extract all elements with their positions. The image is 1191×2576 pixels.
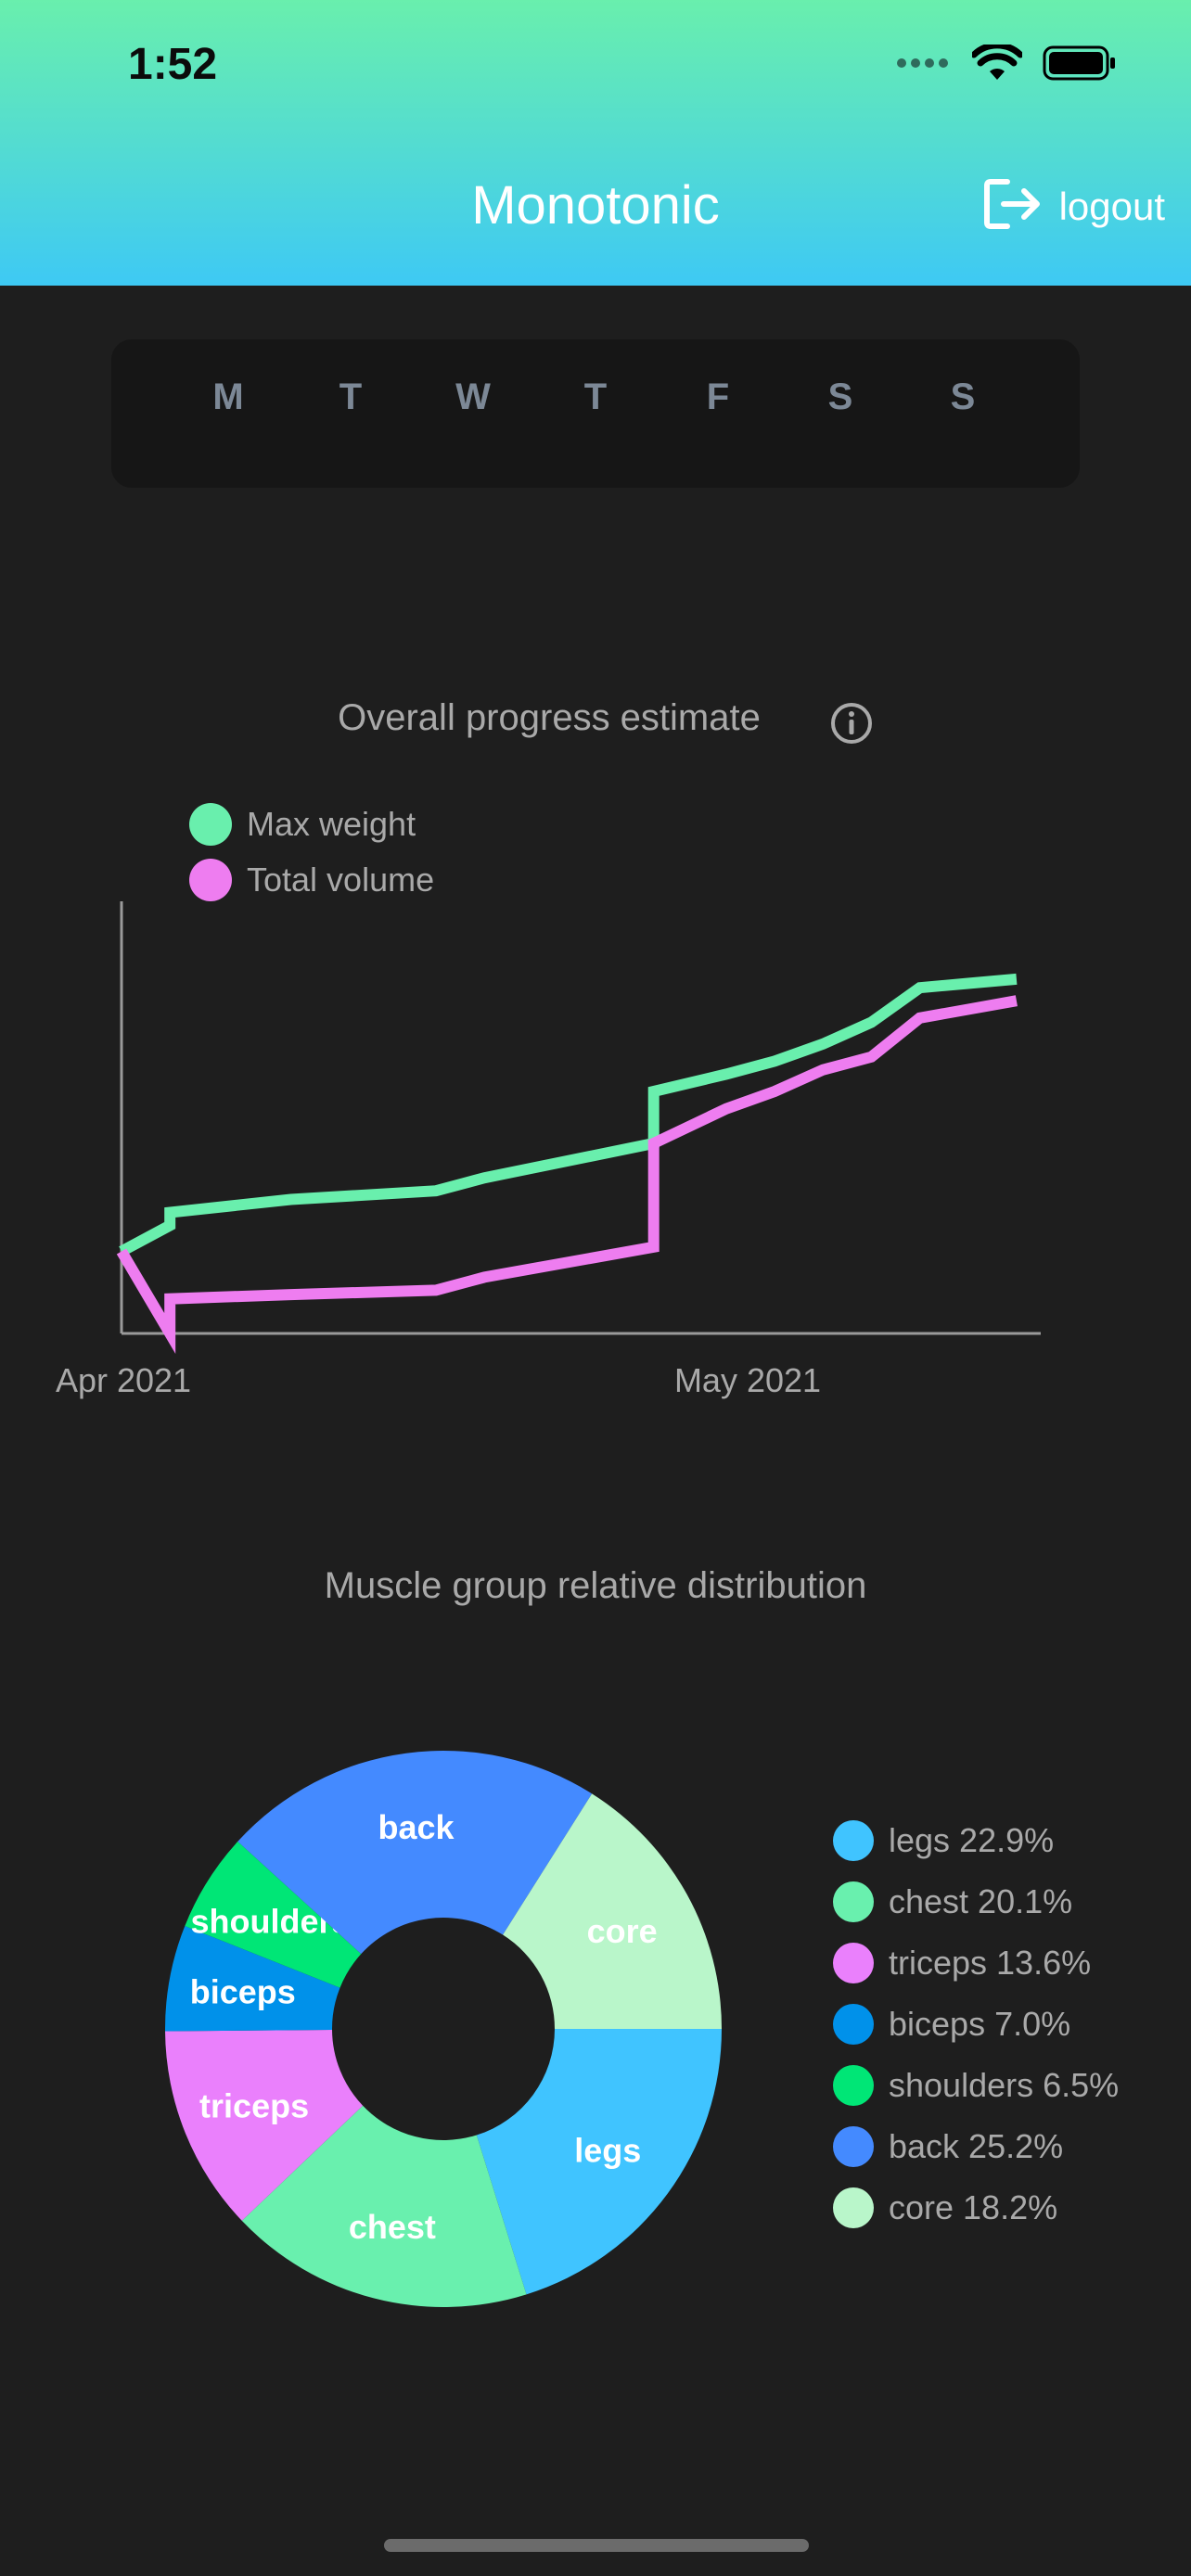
app-title: Monotonic bbox=[471, 175, 720, 236]
pie-label-chest: chest bbox=[349, 2208, 436, 2246]
legend-item-shoulders: shoulders 6.5% bbox=[833, 2055, 1119, 2116]
week-day-strip: M T W T F S S bbox=[111, 339, 1080, 488]
pie-label-legs: legs bbox=[574, 2131, 641, 2169]
legend-dot-back bbox=[833, 2126, 874, 2167]
legend-label-chest: chest 20.1% bbox=[889, 1882, 1073, 1920]
day-monday[interactable]: M bbox=[212, 376, 244, 417]
pie-slice-core bbox=[503, 1793, 722, 2029]
legend-label-total-volume: Total volume bbox=[247, 861, 435, 899]
pie-label-triceps: triceps bbox=[199, 2087, 309, 2125]
legend-item-biceps: biceps 7.0% bbox=[833, 1994, 1119, 2055]
pie-slice-chest bbox=[241, 2105, 527, 2307]
home-indicator bbox=[384, 2539, 809, 2552]
info-icon[interactable] bbox=[829, 701, 874, 750]
day-wednesday[interactable]: W bbox=[455, 376, 491, 417]
legend-item-triceps: triceps 13.6% bbox=[833, 1932, 1119, 1994]
pie-slice-back bbox=[237, 1751, 593, 1955]
legend-label-legs: legs 22.9% bbox=[889, 1821, 1055, 1859]
legend-dot-max-weight bbox=[189, 803, 232, 846]
legend-label-shoulders: shoulders 6.5% bbox=[889, 2066, 1120, 2104]
pie-label-back: back bbox=[378, 1808, 455, 1846]
pie-slice-biceps bbox=[165, 1925, 340, 2032]
pie-label-biceps: biceps bbox=[190, 1972, 296, 2010]
legend-label-max-weight: Max weight bbox=[247, 805, 416, 843]
legend-dot-chest bbox=[833, 1881, 874, 1922]
app-header: 1:52 Monotonic logout bbox=[0, 0, 1191, 286]
muscle-chart-title: Muscle group relative distribution bbox=[324, 1565, 867, 1606]
legend-label-core: core 18.2% bbox=[889, 2188, 1058, 2226]
series-line-total-volume bbox=[116, 995, 1018, 1354]
x-tick-label-apr-2021: Apr 2021 bbox=[55, 1361, 192, 1399]
day-sunday[interactable]: S bbox=[950, 376, 976, 417]
logout-button[interactable]: logout bbox=[983, 176, 1165, 236]
day-tuesday[interactable]: T bbox=[339, 376, 363, 417]
pie-slice-triceps bbox=[165, 2029, 364, 2221]
muscle-legend: legs 22.9% chest 20.1% triceps 13.6% biceps… bbox=[833, 1810, 1119, 2238]
wifi-icon bbox=[970, 42, 1024, 86]
progress-chart-title: Overall progress estimate bbox=[338, 697, 761, 738]
legend-total-volume: Total volume bbox=[189, 859, 434, 901]
day-saturday[interactable]: S bbox=[827, 376, 853, 417]
legend-label-triceps: triceps 13.6% bbox=[889, 1944, 1092, 1982]
day-thursday[interactable]: T bbox=[583, 376, 608, 417]
progress-line-chart bbox=[116, 901, 1041, 1354]
legend-item-back: back 25.2% bbox=[833, 2116, 1119, 2177]
legend-label-back: back 25.2% bbox=[889, 2127, 1064, 2165]
pie-slice-shoulders bbox=[185, 1841, 362, 1988]
logout-icon bbox=[983, 176, 1043, 236]
status-icons bbox=[896, 42, 1117, 86]
pie-slice-legs bbox=[476, 2029, 722, 2295]
x-tick-label-may-2021: May 2021 bbox=[673, 1361, 822, 1399]
legend-label-biceps: biceps 7.0% bbox=[889, 2005, 1071, 2043]
battery-icon bbox=[1043, 45, 1117, 86]
pie-label-core: core bbox=[587, 1912, 658, 1950]
cellular-signal-icon bbox=[896, 57, 952, 74]
legend-dot-legs bbox=[833, 1820, 874, 1861]
legend-item-legs: legs 22.9% bbox=[833, 1810, 1119, 1871]
logout-label: logout bbox=[1058, 184, 1165, 228]
day-friday[interactable]: F bbox=[706, 376, 730, 417]
legend-item-chest: chest 20.1% bbox=[833, 1871, 1119, 1932]
legend-dot-triceps bbox=[833, 1943, 874, 1983]
status-time: 1:52 bbox=[128, 40, 218, 89]
series-line-max-weight bbox=[119, 973, 1018, 1256]
legend-item-core: core 18.2% bbox=[833, 2177, 1119, 2238]
legend-dot-total-volume bbox=[189, 859, 232, 901]
legend-dot-core bbox=[833, 2187, 874, 2228]
legend-dot-shoulders bbox=[833, 2065, 874, 2106]
legend-dot-biceps bbox=[833, 2004, 874, 2045]
legend-max-weight: Max weight bbox=[189, 803, 416, 846]
